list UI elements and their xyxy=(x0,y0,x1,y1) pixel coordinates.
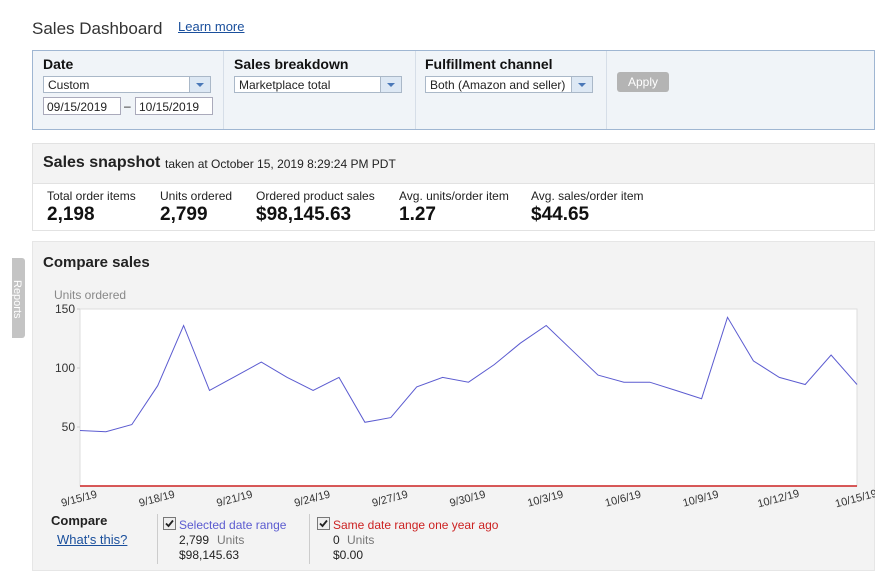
snapshot-time: taken at October 15, 2019 8:29:24 PM PDT xyxy=(165,157,396,171)
channel-value: Both (Amazon and seller) xyxy=(430,78,566,92)
breakdown-select[interactable]: Marketplace total xyxy=(234,76,402,93)
date-separator: – xyxy=(124,99,131,113)
legend-sales: $0.00 xyxy=(333,548,364,562)
snapshot-panel: Sales snapshot taken at October 15, 2019… xyxy=(32,143,875,231)
legend-name: Selected date range xyxy=(179,518,287,532)
legend-unit: Units xyxy=(347,533,375,547)
legend-name: Same date range one year ago xyxy=(333,518,499,532)
metric-value: 2,198 xyxy=(47,204,95,225)
compare-panel: Compare sales Compare What's this? Selec… xyxy=(32,241,875,571)
legend-unit: Units xyxy=(217,533,245,547)
metric-label: Units ordered xyxy=(160,189,233,203)
metric-label: Ordered product sales xyxy=(256,189,375,203)
whats-this-link[interactable]: What's this? xyxy=(57,532,128,547)
filter-panel: Date Custom 09/15/2019 – 10/15/2019 Sale… xyxy=(32,50,875,130)
legend-checkbox[interactable] xyxy=(317,517,330,530)
reports-tab-label[interactable]: Reports xyxy=(11,280,23,319)
date-label: Date xyxy=(43,56,74,72)
reports-tab[interactable]: Reports xyxy=(11,258,25,338)
date-select[interactable]: Custom xyxy=(43,76,211,93)
snapshot-title: Sales snapshot xyxy=(43,154,161,171)
legend-checkbox[interactable] xyxy=(163,517,176,530)
learn-more-link[interactable]: Learn more xyxy=(178,19,245,34)
metric-value: $44.65 xyxy=(531,204,590,225)
channel-select[interactable]: Both (Amazon and seller) xyxy=(425,76,593,93)
legend-units: 2,799 xyxy=(179,533,210,547)
metric-label: Avg. sales/order item xyxy=(531,189,644,203)
apply-button[interactable]: Apply xyxy=(617,72,669,92)
date-to[interactable]: 10/15/2019 xyxy=(135,97,213,115)
date-value: Custom xyxy=(48,78,90,92)
metric-value: 2,799 xyxy=(160,204,208,225)
compare-title: Compare sales xyxy=(43,254,150,271)
page-title: Sales Dashboard xyxy=(32,19,163,38)
channel-label: Fulfillment channel xyxy=(425,56,553,72)
legend-sales: $98,145.63 xyxy=(179,548,240,562)
legend-units: 0 xyxy=(333,533,340,547)
breakdown-label: Sales breakdown xyxy=(234,56,349,72)
metric-label: Avg. units/order item xyxy=(399,189,509,203)
metric-value: $98,145.63 xyxy=(256,204,352,225)
breakdown-value: Marketplace total xyxy=(239,78,331,92)
compare-label: Compare xyxy=(51,513,108,528)
metric-value: 1.27 xyxy=(399,204,436,225)
metric-label: Total order items xyxy=(47,189,136,203)
date-from[interactable]: 09/15/2019 xyxy=(43,97,121,115)
